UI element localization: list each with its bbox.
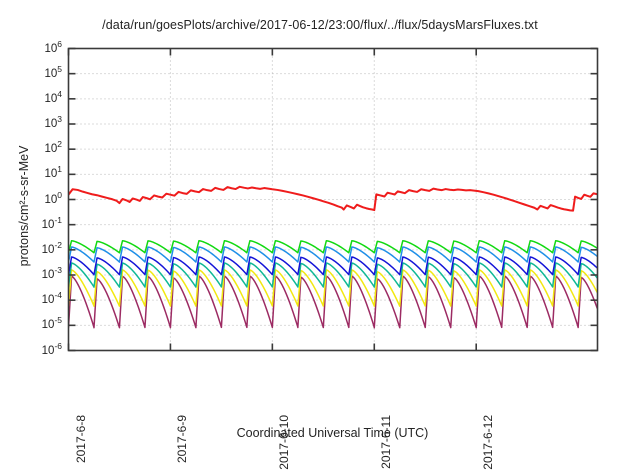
x-tick-label: 2017-6-12	[481, 415, 496, 470]
y-tick-label: 10-2	[41, 239, 62, 256]
y-tick-label: 101	[44, 164, 62, 181]
y-tick-label: 10-6	[41, 340, 62, 357]
y-tick-label: 10-4	[41, 290, 62, 307]
y-tick-label: 103	[44, 114, 62, 130]
x-tick-label: 2017-6-10	[277, 415, 292, 470]
x-axis-label: Coordinated Universal Time (UTC)	[236, 426, 429, 440]
series-yellow	[68, 269, 598, 307]
series-red	[68, 185, 598, 212]
y-tick-label: 10-5	[41, 315, 62, 332]
gridlines	[68, 48, 598, 351]
y-tick-label: 102	[44, 139, 62, 156]
page-title: /data/run/goesPlots/archive/2017-06-12/2…	[102, 18, 538, 32]
data-series-group	[68, 185, 598, 329]
series-purple	[68, 275, 598, 329]
x-tick-label: 2017-6-11	[379, 415, 394, 469]
series-lightblue	[68, 246, 598, 263]
y-tick-label: 10-3	[41, 265, 62, 281]
x-tick-label: 2017-6-9	[175, 415, 190, 464]
y-tick-label: 106	[44, 38, 62, 55]
y-tick-label: 105	[44, 63, 62, 80]
axis-ticks	[67, 47, 598, 352]
x-tick-label: 2017-6-8	[73, 415, 88, 464]
chart-plot-area	[67, 47, 599, 352]
series-teal	[68, 262, 598, 288]
series-blue	[68, 256, 598, 276]
chart-figure: /data/run/goesPlots/archive/2017-06-12/2…	[17, 18, 599, 470]
y-tick-label: 10-1	[41, 214, 62, 231]
y-tick-label: 100	[44, 189, 62, 206]
series-green	[68, 239, 598, 254]
y-tick-label: 104	[44, 88, 62, 105]
